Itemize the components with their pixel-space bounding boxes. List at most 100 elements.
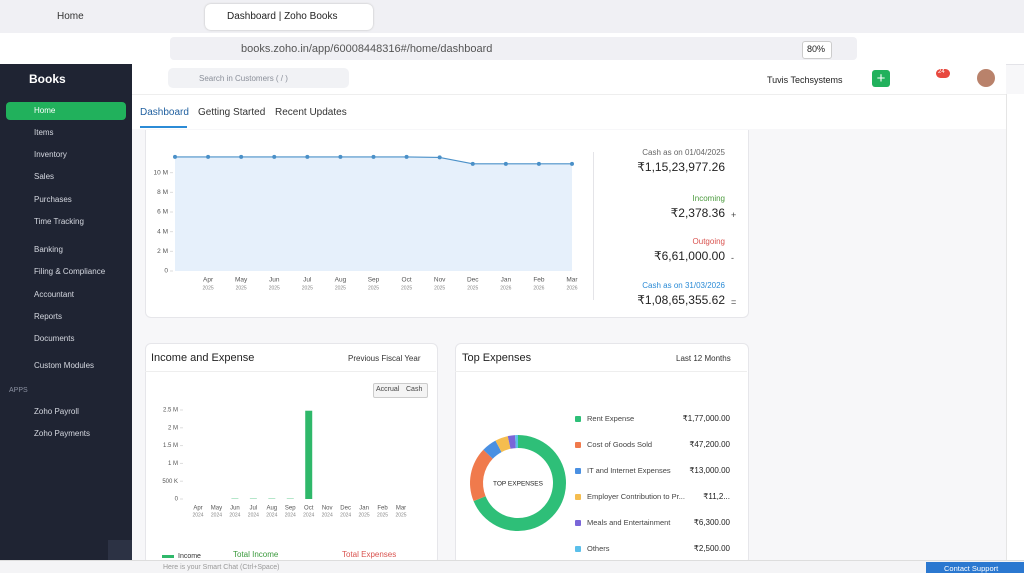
search-box[interactable] — [168, 68, 349, 88]
x-tick-label: May — [211, 506, 222, 512]
x-tick-label: Feb — [533, 277, 545, 284]
total-label: Total Expenses — [342, 550, 397, 559]
nav-item[interactable]: Reports — [34, 312, 63, 321]
toggle-option[interactable]: Accrual — [376, 386, 400, 393]
summary-amount: ₹1,08,65,355.62 — [637, 293, 725, 307]
point — [470, 161, 475, 166]
x-tick-year: 2024 — [229, 512, 240, 518]
x-tick-label: Jul — [250, 506, 258, 512]
x-tick-year: 2024 — [248, 512, 259, 518]
x-tick-year: 2025 — [401, 285, 412, 291]
tab[interactable]: Dashboard — [140, 107, 189, 118]
summary-sign: - — [731, 253, 734, 263]
expenses-card — [455, 343, 749, 565]
badge — [936, 69, 950, 78]
x-tick-year: 2025 — [302, 285, 313, 291]
legend-label: Meals and Entertainment — [587, 518, 671, 527]
avatar[interactable] — [977, 69, 995, 87]
nav-item[interactable]: Inventory — [34, 150, 67, 159]
income-card — [145, 343, 438, 565]
x-tick-label: Aug — [335, 277, 347, 284]
y-tick-label: 2.5 M — [163, 408, 178, 414]
x-tick-year: 2025 — [467, 285, 478, 291]
total-label: Total Income — [233, 550, 279, 559]
nav-item[interactable]: Time Tracking — [34, 217, 84, 226]
donut-slice — [515, 435, 518, 449]
y-tick-label: 2 M — [168, 425, 178, 431]
zoom-badge[interactable] — [802, 41, 832, 59]
value-label: ₹13,000.00 — [689, 466, 730, 475]
x-tick-label: Nov — [322, 506, 333, 512]
legend-swatch — [162, 555, 174, 558]
toggle-option[interactable]: Cash — [406, 386, 423, 393]
x-tick-label: Jan — [501, 277, 512, 284]
area — [175, 156, 572, 271]
right-toolbar — [1006, 94, 1024, 560]
x-tick-label: Apr — [203, 277, 214, 284]
x-tick-year: 2025 — [434, 285, 445, 291]
nav-item[interactable]: Documents — [34, 334, 75, 343]
point — [404, 154, 409, 159]
zoom[interactable]: 80% — [807, 44, 826, 54]
tab-bar — [0, 0, 1024, 33]
summary-amount: ₹2,378.36 — [670, 206, 725, 220]
y-tick-label: 10 M — [154, 169, 168, 176]
tab-title[interactable]: Dashboard | Zoho Books — [227, 11, 338, 22]
x-tick-year: 2026 — [533, 285, 544, 291]
card-rule — [455, 371, 747, 372]
x-tick-year: 2025 — [368, 285, 379, 291]
summary-label: Outgoing — [692, 237, 725, 246]
chat-placeholder[interactable]: Here is your Smart Chat (Ctrl+Space) — [163, 564, 280, 571]
organization[interactable]: Tuvis Techsystems — [767, 75, 843, 85]
legend-label: Rent Expense — [587, 414, 634, 423]
value-label: ₹1,77,000.00 — [683, 414, 731, 423]
search-placeholder[interactable]: Search in Customers ( / ) — [199, 74, 288, 83]
x-tick-year: 2025 — [236, 285, 247, 291]
x-tick-year: 2026 — [500, 285, 511, 291]
x-tick-label: Mar — [396, 506, 406, 512]
x-tick-label: Mar — [566, 277, 578, 284]
nav-item[interactable]: Zoho Payroll — [34, 407, 79, 416]
nav-item[interactable]: Home — [34, 106, 56, 115]
legend-swatch — [575, 468, 581, 474]
tab[interactable]: Recent Updates — [275, 107, 347, 118]
legend-swatch — [575, 520, 581, 526]
address-bar[interactable] — [170, 37, 857, 60]
active-nav[interactable] — [6, 102, 126, 120]
nav-item[interactable]: Zoho Payments — [34, 429, 91, 438]
point — [437, 155, 442, 160]
legend-swatch — [575, 416, 581, 422]
period-select[interactable]: Previous Fiscal Year — [348, 354, 421, 363]
point — [338, 154, 343, 159]
point — [305, 154, 310, 159]
nav-item[interactable]: Items — [34, 128, 54, 137]
browser-tab-active[interactable] — [205, 4, 373, 30]
donut-slice — [495, 436, 511, 453]
legend-label: Others — [587, 544, 610, 553]
y-tick-label: 6 M — [157, 209, 168, 216]
tab-title[interactable]: Home — [57, 11, 84, 22]
nav-item[interactable]: Banking — [34, 245, 63, 254]
legend-label: Cost of Goods Sold — [587, 440, 652, 449]
collapse-button[interactable] — [108, 540, 132, 560]
point — [570, 161, 574, 166]
brand[interactable]: Books — [29, 72, 66, 86]
nav-item[interactable]: Filing & Compliance — [34, 267, 106, 276]
nav-item[interactable]: Sales — [34, 172, 55, 181]
url[interactable]: books.zoho.in/app/60008448316#/home/dash… — [241, 43, 493, 55]
legend-label: Income — [178, 553, 201, 560]
summary-label: Incoming — [692, 194, 725, 203]
nav-item[interactable]: Custom Modules — [34, 361, 95, 370]
value-label: ₹11,2... — [703, 492, 730, 501]
toggle[interactable] — [373, 383, 428, 398]
support-label[interactable]: Contact Support — [944, 564, 999, 573]
tab[interactable]: Getting Started — [198, 107, 266, 118]
point — [239, 154, 244, 159]
nav-item[interactable]: Purchases — [34, 195, 72, 204]
legend-label: IT and Internet Expenses — [587, 466, 671, 475]
support-button[interactable] — [926, 562, 1024, 573]
new-button[interactable]: + — [872, 70, 890, 87]
x-tick-label: May — [235, 277, 248, 284]
period-select[interactable]: Last 12 Months — [676, 354, 731, 363]
nav-item[interactable]: Accountant — [34, 290, 75, 299]
